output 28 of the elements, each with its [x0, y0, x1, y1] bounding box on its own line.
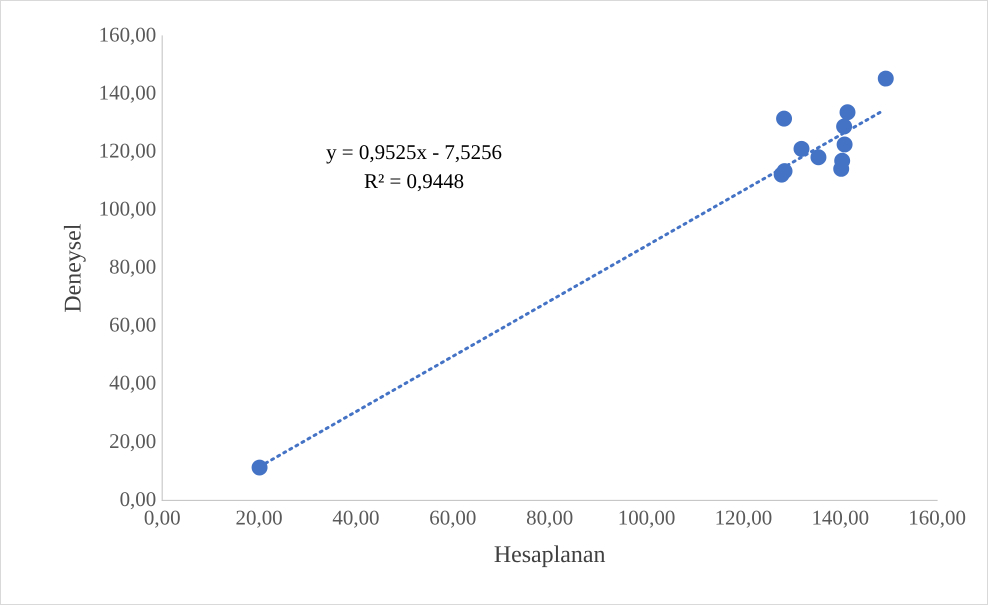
point	[776, 110, 792, 127]
x-axis-title: Hesaplanan	[494, 542, 606, 568]
point	[252, 460, 268, 476]
y-tick-label: 120,00	[98, 138, 156, 162]
point	[878, 70, 894, 87]
x-tick-label: 100,00	[618, 505, 676, 530]
y-tick-label: 60,00	[109, 312, 156, 337]
y-tick-label: 20,00	[109, 428, 156, 453]
y-tick-label: 140,00	[98, 80, 156, 104]
x-tick-label: 140,00	[811, 505, 870, 530]
point	[794, 140, 810, 157]
y-tick-label: 100,00	[98, 196, 156, 221]
x-tick-label: 120,00	[714, 505, 772, 530]
point	[840, 104, 856, 120]
x-tick-label: 80,00	[526, 505, 574, 530]
annotation: R² = 0,9448	[364, 168, 464, 193]
x-tick-label: 60,00	[429, 505, 476, 530]
point	[836, 118, 852, 134]
y-axis-title: Deneysel	[60, 223, 87, 313]
x-tick-label: 40,00	[332, 505, 380, 530]
x-tick-label: 160,00	[908, 505, 966, 530]
x-tick-label: 20,00	[236, 505, 283, 530]
y-tick-label: 80,00	[109, 254, 156, 279]
y-tick-label: 160,00	[98, 22, 156, 46]
point	[836, 136, 853, 152]
point	[810, 149, 826, 166]
annotation: y = 0,9525x - 7,5256	[326, 140, 502, 164]
y-tick-label: 40,00	[109, 370, 156, 395]
